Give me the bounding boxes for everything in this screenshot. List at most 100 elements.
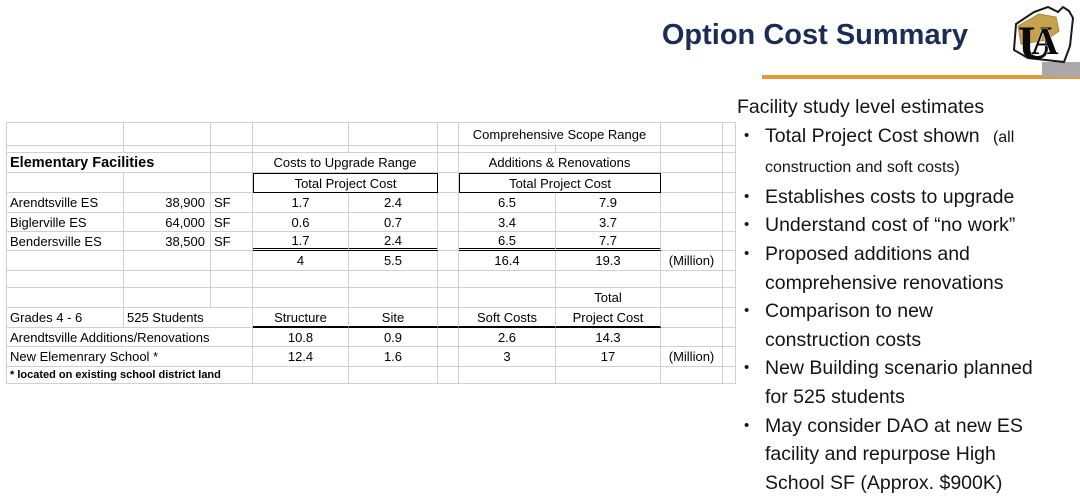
- table-cell: 525 Students: [124, 308, 253, 328]
- table-cell: [723, 271, 736, 288]
- table-cell: [556, 146, 661, 153]
- table-cell: [438, 146, 459, 153]
- table-cell: [438, 308, 459, 328]
- note-item: • Establishes costs to upgrade: [737, 183, 1080, 212]
- note-item: • Understand cost of “no work”: [737, 211, 1080, 240]
- table-cell: [723, 328, 736, 347]
- table-cell: [124, 271, 211, 288]
- table-cell: [661, 193, 723, 213]
- bullet-icon: •: [744, 187, 750, 205]
- notes-list: • Total Project Cost shown (all construc…: [737, 122, 1080, 498]
- table-cell: [723, 193, 736, 213]
- table-cell: [661, 213, 723, 232]
- table-cell: [723, 367, 736, 384]
- table-cell: [661, 153, 723, 173]
- table-cell: [253, 271, 349, 288]
- table-cell: 38,500: [124, 232, 211, 251]
- table-cell: [661, 328, 723, 347]
- table-cell: 4: [253, 251, 349, 271]
- table-cell: [7, 173, 124, 193]
- table-cell: [211, 271, 253, 288]
- table-cell: Structure: [253, 308, 349, 328]
- table-cell: [438, 123, 459, 146]
- table-cell: [211, 173, 253, 193]
- table-cell: 2.4: [349, 232, 438, 251]
- table-cell: Biglerville ES: [7, 213, 124, 232]
- table-cell: [723, 213, 736, 232]
- table-cell: [7, 146, 124, 153]
- table-cell: 3: [459, 347, 556, 367]
- table-cell: [723, 173, 736, 193]
- table-cell: 7.9: [556, 193, 661, 213]
- table-cell: [459, 146, 556, 153]
- table-cell: SF: [211, 213, 253, 232]
- table-cell: Project Cost: [556, 308, 661, 328]
- table-cell: [253, 288, 349, 308]
- table-cell: 2.6: [459, 328, 556, 347]
- table-cell: [349, 271, 438, 288]
- table-cell: [723, 123, 736, 146]
- notes-panel: Facility study level estimates • Total P…: [737, 93, 1080, 497]
- table-cell: [7, 251, 124, 271]
- logo-gold-shape: [1017, 13, 1060, 45]
- table-cell: Site: [349, 308, 438, 328]
- table-cell: 3.4: [459, 213, 556, 232]
- table-cell: 6.5: [459, 232, 556, 251]
- table-cell: 1.7: [253, 232, 349, 251]
- note-item: • May consider DAO at new ES facility an…: [737, 412, 1080, 498]
- table-cell: Comprehensive Scope Range: [459, 123, 661, 146]
- note-text: May consider DAO at new ES facility and …: [765, 414, 1023, 494]
- note-text: Establishes costs to upgrade: [765, 185, 1015, 208]
- table-cell: [253, 123, 349, 146]
- bullet-icon: •: [744, 302, 750, 320]
- table-cell: New Elemenrary School *: [7, 347, 253, 367]
- table-cell: [211, 251, 253, 271]
- table-cell: [124, 123, 211, 146]
- table-cell: 64,000: [124, 213, 211, 232]
- table-cell: [661, 146, 723, 153]
- table-cell: * located on existing school district la…: [7, 367, 253, 384]
- table-cell: Arendtsville ES: [7, 193, 124, 213]
- bullet-icon: •: [744, 359, 750, 377]
- table-cell: 12.4: [253, 347, 349, 367]
- bullet-icon: •: [744, 126, 750, 144]
- table-cell: Arendtsville Additions/Renovations: [7, 328, 253, 347]
- table-cell: [211, 153, 253, 173]
- table-cell: Total Project Cost: [253, 173, 438, 193]
- table-cell: [723, 347, 736, 367]
- note-item: • Total Project Cost shown (all construc…: [737, 122, 1080, 183]
- note-text: Comparison to new construction costs: [765, 300, 933, 351]
- table-cell: [556, 367, 661, 384]
- page-title: Option Cost Summary: [661, 19, 968, 51]
- table-cell: 1.7: [253, 193, 349, 213]
- table-cell: 19.3: [556, 251, 661, 271]
- table-cell: 1.6: [349, 347, 438, 367]
- bullet-icon: •: [744, 216, 750, 234]
- logo-monogram-u: U: [1018, 17, 1053, 70]
- table-cell: [438, 347, 459, 367]
- table-cell: 38,900: [124, 193, 211, 213]
- table-cell: Additions & Renovations: [459, 153, 661, 173]
- table-cell: 17: [556, 347, 661, 367]
- bullet-icon: •: [744, 244, 750, 262]
- table-cell: 0.6: [253, 213, 349, 232]
- table-cell: Total: [556, 288, 661, 308]
- table-cell: [723, 153, 736, 173]
- table-cell: Costs to Upgrade Range: [253, 153, 438, 173]
- table-cell: [124, 288, 211, 308]
- table-cell: [211, 146, 253, 153]
- table-cell: [723, 232, 736, 251]
- table-cell: 14.3: [556, 328, 661, 347]
- table-cell: [661, 308, 723, 328]
- table-cell: Soft Costs: [459, 308, 556, 328]
- note-text: Understand cost of “no work”: [765, 214, 1016, 237]
- table-cell: [349, 288, 438, 308]
- table-cell: [438, 153, 459, 173]
- table-cell: Total Project Cost: [459, 173, 661, 193]
- table-cell: [438, 251, 459, 271]
- note-item: • New Building scenario planned for 525 …: [737, 354, 1080, 411]
- note-item: • Comparison to new construction costs: [737, 297, 1080, 354]
- table-cell: Bendersville ES: [7, 232, 124, 251]
- table-cell: [459, 271, 556, 288]
- table-cell: 0.7: [349, 213, 438, 232]
